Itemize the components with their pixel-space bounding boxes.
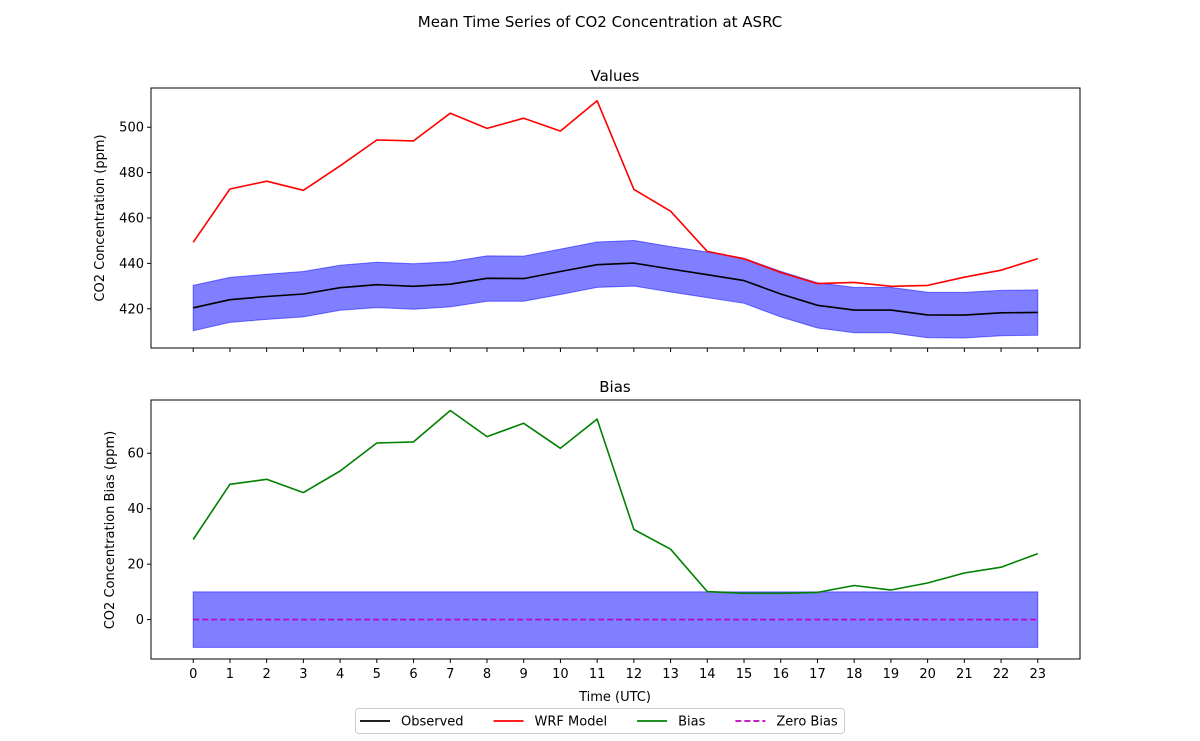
legend-box [355,708,845,734]
bias-plot-area [192,409,1039,648]
bias-line [192,409,1039,595]
x-tick-label: 9 [520,667,528,682]
bias-y-tick-label: 60 [127,447,144,462]
x-tick-label: 15 [736,667,753,682]
bias-axes-frame [150,399,1081,660]
values-panel-title: Values [590,67,639,85]
x-tick-label: 0 [189,667,197,682]
values-y-tick-label: 440 [119,257,144,272]
legend-label-zero-bias: Zero Bias [776,715,838,730]
x-tick-label: 4 [336,667,344,682]
x-tick-label: 1 [226,667,234,682]
x-tick-label: 17 [809,667,826,682]
x-tick-label: 23 [1029,667,1046,682]
values-y-tick-label: 480 [119,166,144,181]
values-uncertainty-band [192,239,1039,339]
bias-y-axis-label: CO2 Concentration Bias (ppm) [103,431,118,630]
x-tick-label: 2 [263,667,271,682]
x-tick-label: 14 [699,667,716,682]
x-tick-label: 5 [373,667,381,682]
x-tick-label: 7 [446,667,454,682]
x-tick-label: 18 [846,667,863,682]
x-tick-label: 11 [589,667,606,682]
bias-panel-title: Bias [599,378,631,396]
bias-y-tick-label: 40 [127,502,144,517]
x-tick-label: 19 [883,667,900,682]
x-tick-label: 6 [409,667,417,682]
bias-y-tick-label: 0 [136,613,144,628]
wrf-model-line [192,99,1039,288]
bias-y-tick-label: 20 [127,558,144,573]
observed-line [193,262,1038,316]
x-tick-label: 21 [956,667,973,682]
x-tick-label: 22 [993,667,1010,682]
bias-uncertainty-band [192,591,1039,648]
values-y-tick-label: 460 [119,212,144,227]
values-plot-area [192,99,1039,339]
x-tick-label: 20 [919,667,936,682]
figure-title: Mean Time Series of CO2 Concentration at… [418,13,782,31]
legend-label-observed: Observed [401,715,464,730]
x-axis-label: Time (UTC) [578,690,651,705]
x-tick-label: 12 [626,667,643,682]
x-tick-label: 8 [483,667,491,682]
values-y-tick-label: 500 [119,121,144,136]
legend: Observed WRF Model Bias Zero Bias [355,708,845,734]
values-y-tick-label: 420 [119,302,144,317]
x-tick-label: 10 [552,667,569,682]
x-tick-label: 16 [772,667,789,682]
x-tick-label: 3 [299,667,307,682]
legend-label-bias: Bias [678,715,705,730]
x-tick-label: 13 [662,667,679,682]
legend-label-wrf-model: WRF Model [535,715,608,730]
values-y-axis-label: CO2 Concentration (ppm) [93,134,108,301]
